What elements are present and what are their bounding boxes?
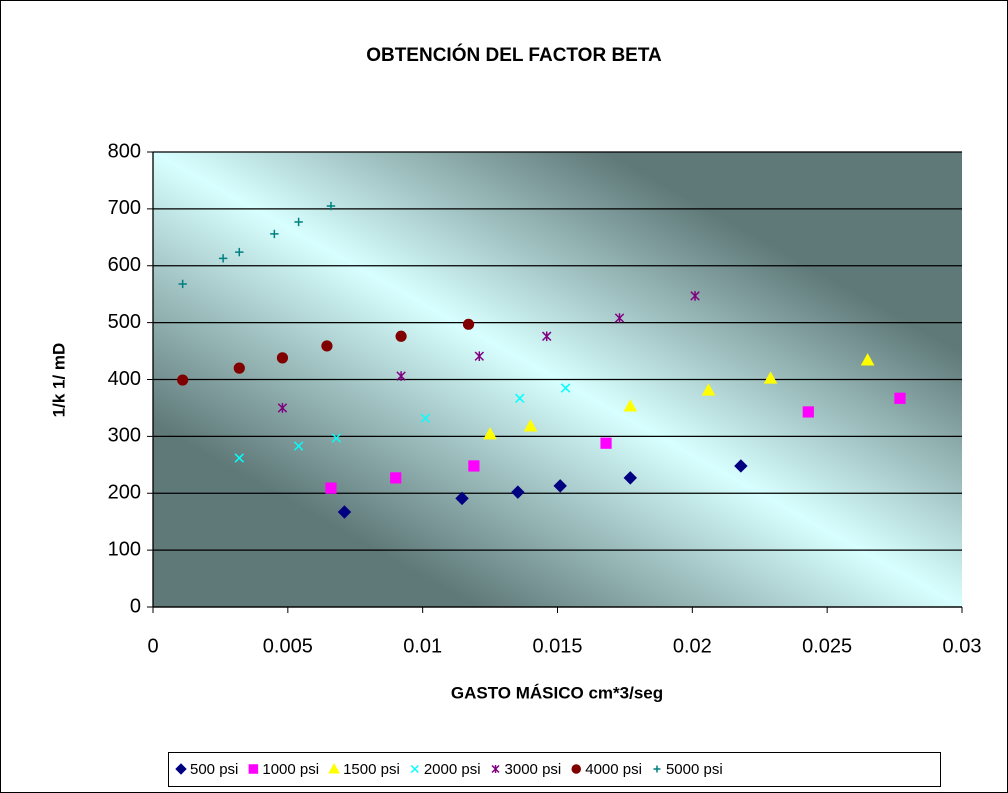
legend-marker bbox=[248, 764, 259, 774]
legend-label: 1000 psi bbox=[262, 761, 319, 778]
point bbox=[511, 485, 525, 499]
y-tick-label: 500 bbox=[108, 311, 141, 333]
point bbox=[468, 460, 480, 472]
y-axis-label: 1/k 1/ mD bbox=[49, 343, 68, 418]
x-tick-label: 0.025 bbox=[802, 635, 852, 657]
legend-label: 4000 psi bbox=[585, 761, 642, 778]
point bbox=[474, 351, 485, 361]
point bbox=[337, 505, 352, 519]
point bbox=[515, 393, 525, 403]
x-tick-label: 0.03 bbox=[943, 635, 982, 657]
x-axis-label: GASTO MÁSICO cm*3/seg bbox=[451, 683, 663, 702]
point bbox=[623, 471, 638, 485]
legend-label: 2000 psi bbox=[424, 761, 481, 778]
legend-marker bbox=[571, 764, 581, 774]
point bbox=[462, 318, 475, 330]
legend-label: 1500 psi bbox=[343, 761, 400, 778]
point bbox=[277, 403, 288, 413]
point bbox=[293, 441, 304, 451]
y-tick-label: 300 bbox=[108, 425, 141, 447]
point bbox=[325, 482, 337, 494]
point bbox=[177, 374, 189, 386]
legend-marker bbox=[491, 764, 500, 774]
point bbox=[270, 229, 279, 239]
y-tick-label: 0 bbox=[130, 595, 141, 617]
y-tick-label: 200 bbox=[108, 482, 141, 504]
point bbox=[614, 313, 625, 323]
y-tick-label: 800 bbox=[108, 140, 141, 162]
point bbox=[600, 437, 612, 449]
point bbox=[420, 413, 431, 423]
legend bbox=[168, 752, 941, 787]
legend-label: 5000 psi bbox=[666, 761, 723, 778]
point bbox=[326, 201, 336, 211]
x-tick-label: 0 bbox=[147, 635, 158, 657]
point bbox=[276, 352, 289, 364]
point bbox=[218, 254, 228, 263]
point bbox=[560, 383, 571, 393]
point bbox=[395, 330, 407, 342]
point bbox=[623, 399, 638, 412]
point bbox=[541, 331, 552, 342]
point bbox=[483, 427, 497, 440]
point bbox=[294, 217, 303, 227]
point bbox=[523, 419, 538, 432]
legend-marker bbox=[175, 763, 187, 775]
point bbox=[233, 362, 245, 374]
x-tick-label: 0.02 bbox=[673, 635, 712, 657]
legend-marker bbox=[410, 764, 419, 774]
point bbox=[235, 247, 244, 257]
point bbox=[734, 459, 748, 473]
point bbox=[390, 472, 402, 484]
legend-marker bbox=[653, 765, 661, 773]
point bbox=[553, 479, 567, 493]
point bbox=[178, 279, 187, 289]
point bbox=[455, 491, 469, 506]
point bbox=[860, 353, 875, 366]
y-tick-label: 100 bbox=[108, 538, 141, 560]
x-tick-label: 0.01 bbox=[403, 635, 442, 657]
chart-title: OBTENCIÓN DEL FACTOR BETA bbox=[366, 44, 662, 66]
legend-marker bbox=[328, 762, 340, 774]
point bbox=[894, 392, 906, 404]
point bbox=[234, 453, 245, 463]
point bbox=[690, 291, 700, 301]
legend-label: 500 psi bbox=[190, 761, 238, 778]
point bbox=[321, 340, 333, 352]
point bbox=[396, 371, 406, 381]
point bbox=[763, 371, 778, 384]
point bbox=[331, 433, 342, 443]
y-tick-label: 600 bbox=[108, 254, 141, 276]
point bbox=[701, 383, 716, 396]
legend-label: 3000 psi bbox=[505, 761, 562, 778]
y-tick-label: 400 bbox=[108, 368, 141, 390]
x-tick-label: 0.005 bbox=[263, 635, 313, 657]
point bbox=[802, 406, 814, 418]
y-tick-label: 700 bbox=[108, 197, 141, 219]
x-tick-label: 0.015 bbox=[532, 635, 582, 657]
